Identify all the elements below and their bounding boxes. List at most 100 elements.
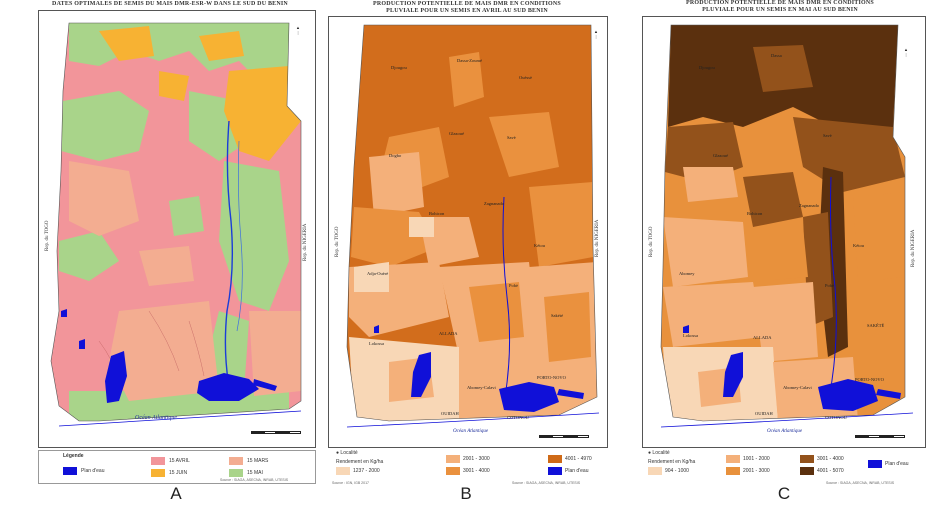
town-label: Sakété: [551, 313, 563, 318]
locality-label: Localité: [652, 450, 670, 456]
panel-b-footer-right: Source : SIAGA, ASECNA, INRAB, UTESIS: [512, 481, 581, 485]
town-label: ALLADA: [439, 331, 458, 336]
panel-b-label: B: [460, 484, 472, 503]
panel-c-label: C: [777, 484, 791, 503]
legend-swatch-2001-3000: [446, 455, 460, 463]
panel-a-map: [50, 22, 302, 427]
panel-c-ocean: Océan Atlantique: [767, 429, 803, 434]
lake-aheme: [411, 352, 431, 397]
legend-label-15-mai: 15 MAI: [247, 470, 263, 476]
legend-swatch-water: [548, 467, 562, 475]
legend-label-15-juin: 15 JUIN: [169, 470, 188, 476]
town-label: Lokossa: [369, 341, 384, 346]
panel-b-legend-title: Rendement en Kg/ha: [336, 459, 384, 465]
legend-label-water: Plan d'eau: [81, 468, 105, 474]
panel-a-footer: Source : SIAGA, ASECNA, INRAB, UTESIS: [220, 478, 289, 482]
panel-b-legend: ● Localité Rendement en Kg/ha 1237 - 200…: [328, 450, 606, 480]
legend-swatch-water: [868, 460, 882, 468]
legend-swatch-1001-2000: [726, 455, 740, 463]
panel-c-right-country: Rep. du NIGERIA: [911, 229, 916, 267]
panel-c: PRODUCTION POTENTIELLE DE MAIS DMR EN CO…: [630, 0, 930, 512]
legend-swatch-15-mars: [229, 457, 243, 465]
town-label: Savè: [823, 133, 832, 138]
panel-b-map: Djougou Dassa-Zoumé Ouèssè Savè Glazoué …: [346, 24, 600, 428]
legend-swatch-15-avril: [151, 457, 165, 465]
panel-c-legend-title: Rendement en Kg/ha: [648, 459, 696, 465]
town-label: Pobè: [509, 283, 518, 288]
town-label: COTONOU: [825, 415, 848, 420]
town-label: Djougou: [699, 65, 716, 70]
town-label: Abomey-Calavi: [467, 385, 496, 390]
town-label: COTONOU: [507, 415, 530, 420]
town-label: Lokossa: [683, 333, 698, 338]
legend-swatch-1237-2000: [336, 467, 350, 475]
town-label: OUIDAH: [755, 411, 773, 416]
legend-label-water: Plan d'eau: [565, 468, 589, 474]
panel-a-legend-title: Légende: [63, 453, 84, 459]
locality-marker-label: ● Localité: [336, 450, 358, 456]
town-label: SAKÉTÉ: [867, 323, 884, 328]
panel-b: PRODUCTION POTENTIELLE DE MAIS DMR EN CO…: [322, 0, 612, 512]
legend-label-904-1000: 904 - 1000: [665, 468, 689, 474]
legend-swatch-water: [63, 467, 77, 475]
panel-a-label: A: [170, 484, 182, 503]
lake-aheme: [105, 351, 127, 403]
legend-swatch-15-juin: [151, 469, 165, 477]
north-arrow-icon: ▲ |: [904, 47, 908, 57]
legend-swatch-4001-4970: [548, 455, 562, 463]
legend-label-15-mars: 15 MARS: [247, 458, 269, 464]
town-label: Glazoué: [449, 131, 464, 136]
town-label: Ouèssè: [519, 75, 532, 80]
panel-c-map: Djougou Dassa Savè Glazoué Bohicon Zagna…: [660, 24, 914, 428]
town-label: Bohicon: [429, 211, 445, 216]
town-label: Abomey: [679, 271, 695, 276]
panel-a-left-country: Rep. du TOGO: [45, 220, 50, 251]
town-label: Adja-Ouèrè: [367, 271, 388, 276]
locality-marker-label: ● Localité: [648, 450, 670, 456]
legend-label-1001-2000: 1001 - 2000: [743, 456, 770, 462]
town-label: Djougou: [391, 65, 408, 70]
town-label: Zagnanado: [799, 203, 820, 208]
panel-a-map-frame: Rep. du TOGO Rep. du NIGERIA Océan Atlan…: [38, 10, 316, 448]
lake-nokoue: [499, 382, 559, 412]
town-label: Kétou: [853, 243, 865, 248]
panel-c-title: PRODUCTION POTENTIELLE DE MAIS DMR EN CO…: [686, 0, 874, 13]
panel-b-map-frame: Djougou Dassa-Zoumé Ouèssè Savè Glazoué …: [328, 16, 608, 448]
legend-label-2001-3000: 2001 - 3000: [463, 456, 490, 462]
locality-label: Localité: [340, 450, 358, 456]
lake-nokoue: [197, 373, 259, 401]
panel-b-scale-bar: [539, 435, 589, 438]
legend-label-3001-4000: 3001 - 4000: [817, 456, 844, 462]
town-label: Bohicon: [747, 211, 763, 216]
town-label: Abomey-Calavi: [783, 385, 812, 390]
legend-label-3001-4000: 3001 - 4000: [463, 468, 490, 474]
town-label: PORTO-NOVO: [855, 377, 885, 382]
legend-swatch-15-mai: [229, 469, 243, 477]
panel-b-ocean: Océan Atlantique: [453, 429, 489, 434]
north-arrow-icon: ▲ |: [594, 29, 598, 39]
town-label: Dassa-Zoumé: [457, 58, 482, 63]
legend-swatch-3001-4000: [446, 467, 460, 475]
panel-c-map-frame: Djougou Dassa Savè Glazoué Bohicon Zagna…: [642, 16, 926, 448]
panel-a-title: DATES OPTIMALES DE SEMIS DU MAIS DMR-ESR…: [52, 1, 288, 7]
panel-c-legend: ● Localité Rendement en Kg/ha 904 - 1000…: [642, 450, 924, 480]
legend-swatch-3001-4000: [800, 455, 814, 463]
panel-c-scale-bar: [855, 435, 905, 438]
town-label: Zagnanado: [484, 201, 505, 206]
legend-label-2001-3000: 2001 - 3000: [743, 468, 770, 474]
panel-b-title: PRODUCTION POTENTIELLE DE MAIS DMR EN CO…: [373, 1, 561, 14]
legend-label-4001-4970: 4001 - 4970: [565, 456, 592, 462]
legend-swatch-904-1000: [648, 467, 662, 475]
town-label: Kétou: [534, 243, 546, 248]
legend-label-1237-2000: 1237 - 2000: [353, 468, 380, 474]
legend-label-water: Plan d'eau: [885, 461, 909, 467]
lake-aheme: [723, 352, 743, 397]
panel-c-footer: Source : SIAGA, ASECNA, INRAB, UTESIS: [826, 481, 895, 485]
north-arrow-icon: ▲ |: [296, 25, 300, 35]
panel-b-left-country: Rep. du TOGO: [335, 226, 340, 257]
town-label: Dassa: [771, 53, 782, 58]
lake-nokoue: [818, 379, 878, 411]
legend-swatch-4001-5070: [800, 467, 814, 475]
panel-a: DATES OPTIMALES DE SEMIS DU MAIS DMR-ESR…: [20, 0, 316, 512]
legend-swatch-2001-3000: [726, 467, 740, 475]
